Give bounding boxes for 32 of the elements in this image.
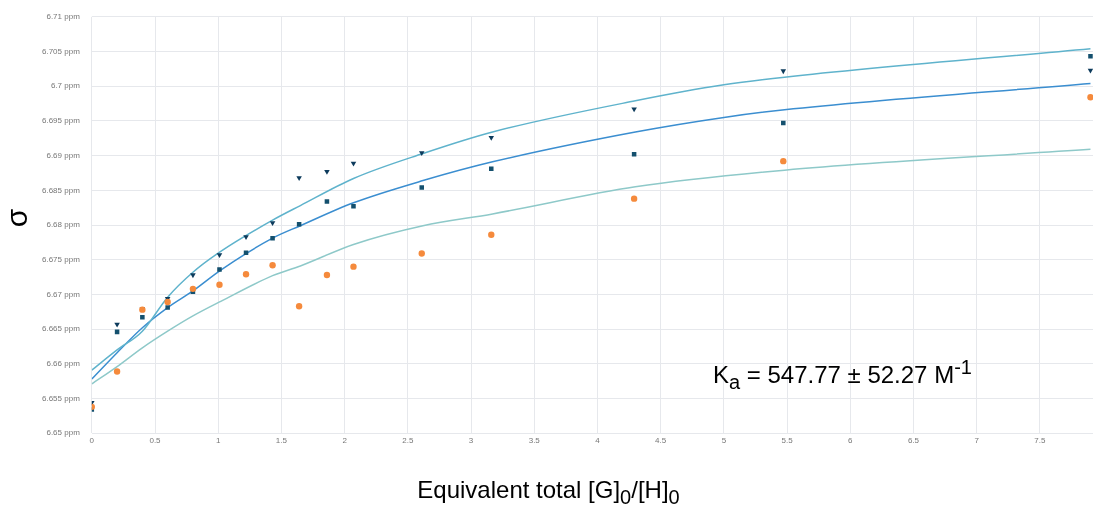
x-tick-label: 6 bbox=[848, 436, 854, 446]
y-tick-label: 6.71 ppm bbox=[46, 12, 81, 21]
y-tick-label: 6.655 ppm bbox=[41, 393, 81, 403]
y-axis-title: σ bbox=[0, 208, 34, 228]
y-tick-label: 6.69 ppm bbox=[46, 150, 81, 160]
x-tick-label: 5.5 bbox=[781, 436, 794, 446]
x-tick-label: 3 bbox=[468, 436, 474, 446]
x-axis-title: Equivalent total [G]$_{0}$/[H]$_{0}$ bbox=[416, 476, 681, 509]
x-tick-label: 4 bbox=[595, 436, 601, 446]
x-tick-label: 6.5 bbox=[907, 436, 920, 446]
x-tick-label: 5 bbox=[721, 436, 727, 446]
x-tick-label: 3.5 bbox=[528, 436, 541, 446]
y-tick-label: 6.665 ppm bbox=[41, 324, 81, 334]
x-tick-label: 7 bbox=[974, 436, 980, 446]
y-tick-label: 6.65 ppm bbox=[46, 428, 81, 438]
y-tick-label: 6.705 ppm bbox=[41, 46, 81, 56]
y-tick-label: 6.67 ppm bbox=[46, 289, 81, 299]
x-tick-label: 2 bbox=[342, 436, 348, 446]
y-tick-label: 6.695 ppm bbox=[41, 116, 81, 126]
x-tick-label: 1.5 bbox=[275, 436, 288, 446]
y-tick-label: 6.685 ppm bbox=[41, 185, 81, 195]
y-tick-label: 6.7 ppm bbox=[50, 81, 81, 91]
y-tick-label: 6.68 ppm bbox=[46, 220, 81, 230]
x-tick-label: 1 bbox=[215, 436, 221, 446]
x-tick-label: 0.5 bbox=[149, 436, 162, 446]
x-tick-label: 0 bbox=[89, 436, 95, 446]
x-tick-label: 2.5 bbox=[402, 436, 414, 446]
y-tick-label: 6.66 ppm bbox=[46, 359, 81, 368]
x-tick-label: 7.5 bbox=[1034, 436, 1047, 446]
annotation: K$_{a}$ = 547.77 ± 52.27 M$^{-1}$ bbox=[712, 355, 973, 395]
y-tick-label: 6.675 ppm bbox=[41, 254, 81, 264]
x-tick-label: 4.5 bbox=[655, 436, 667, 446]
